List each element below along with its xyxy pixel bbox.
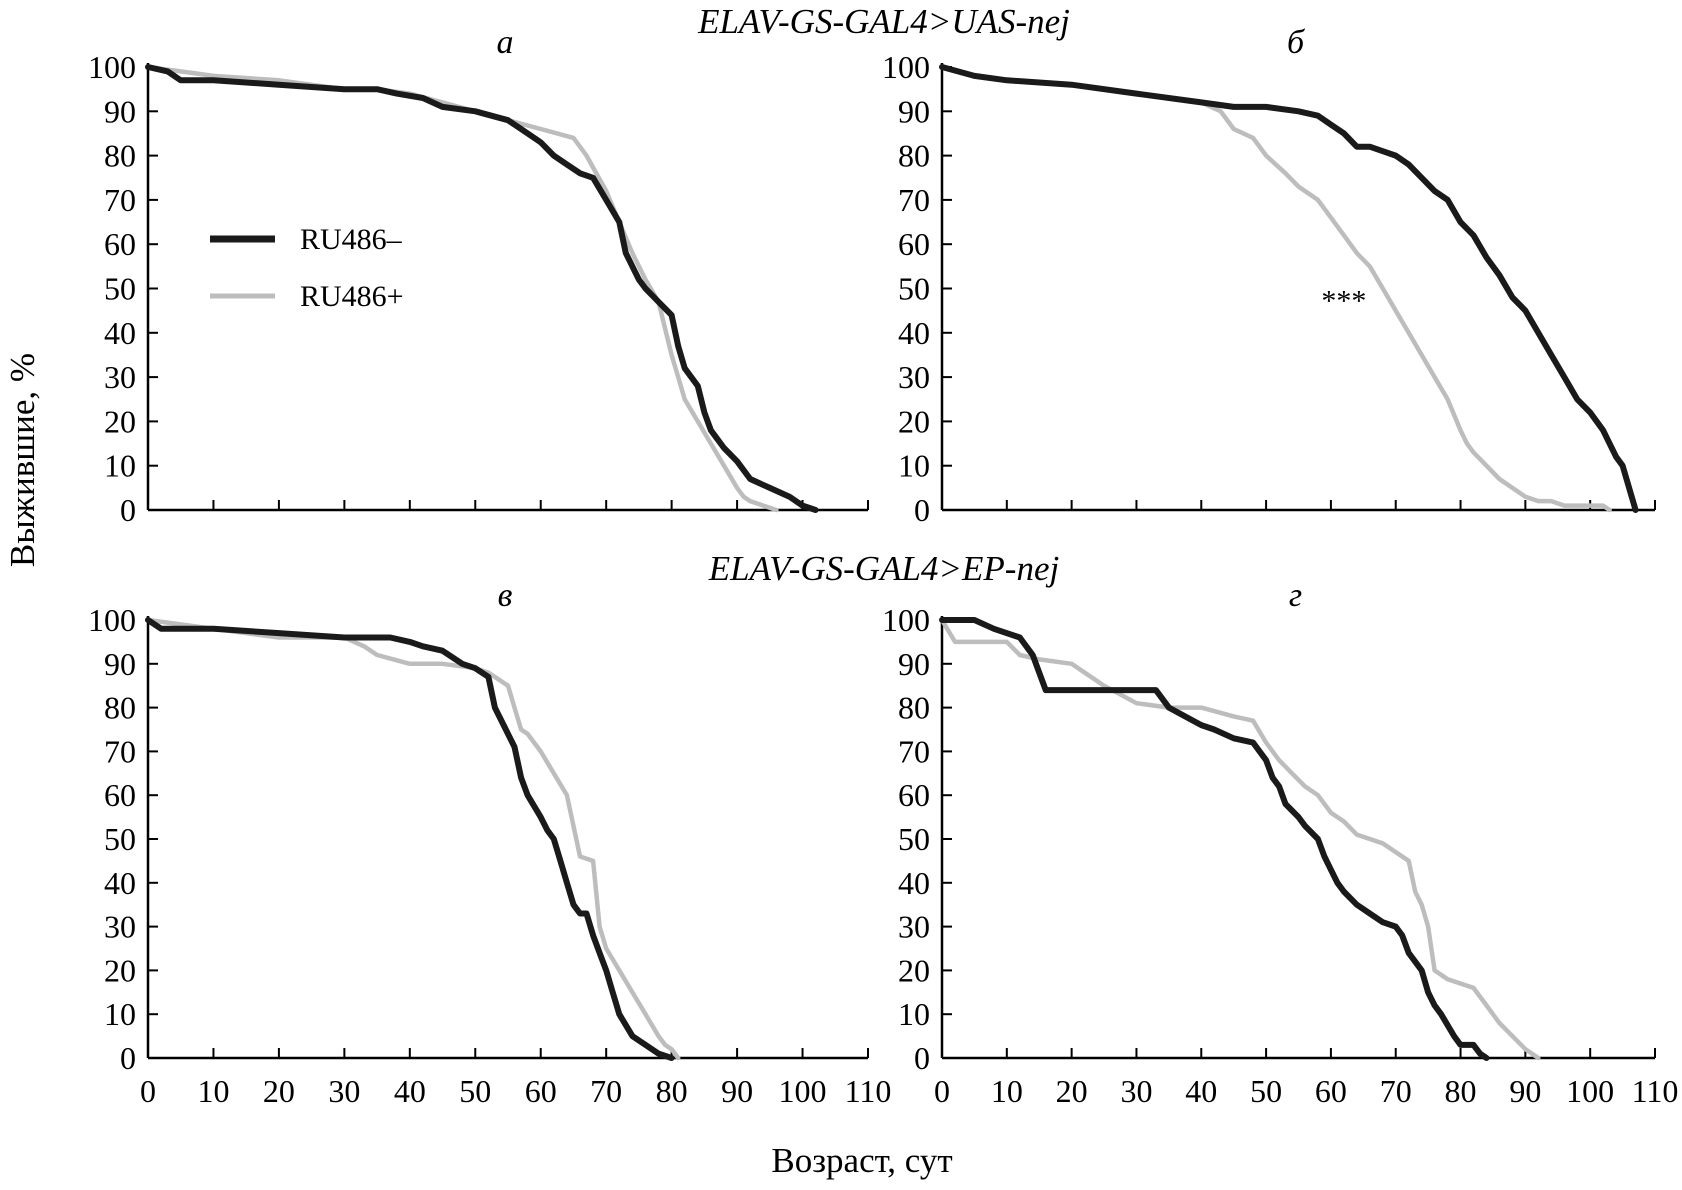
panel-a-y-tick-label: 30 xyxy=(104,359,136,395)
panel-g-label: г xyxy=(1289,577,1302,614)
panel-v-y-tick-label: 70 xyxy=(104,733,136,769)
panel-g-x-tick-label: 80 xyxy=(1445,1073,1477,1109)
panel-v-y-tick-label: 60 xyxy=(104,777,136,813)
panel-v-series-ru486-plus-line xyxy=(145,617,681,1061)
panel-b: 0 10 20 30 40 50 60 70 80 90 100 б *** xyxy=(882,24,1656,528)
panel-g-x-tick-label: 20 xyxy=(1056,1073,1088,1109)
x-axis-label: Возраст, сут xyxy=(771,1141,952,1180)
panel-a-y-tick-label: 70 xyxy=(104,182,136,218)
panel-g-y-tick-label: 60 xyxy=(898,777,930,813)
panel-v-y-tick-label: 50 xyxy=(104,821,136,857)
panel-g-x-tick-label: 40 xyxy=(1185,1073,1217,1109)
panel-a-y-tick-label: 80 xyxy=(104,138,136,174)
panel-g-x-tick-label: 10 xyxy=(991,1073,1023,1109)
panels: 0102030405060708090100а01020304050607080… xyxy=(88,24,1678,1109)
panel-v-x-tick-label: 30 xyxy=(328,1073,360,1109)
panel-v-x-tick-label: 40 xyxy=(394,1073,426,1109)
panel-b-significance-annotation: *** xyxy=(1321,285,1366,318)
panel-g-y-tick-label: 10 xyxy=(898,996,930,1032)
panel-v-series-ru486-minus-line xyxy=(145,617,675,1061)
panel-v-y-tick-label: 80 xyxy=(104,690,136,726)
panel-v-y-tick-label: 40 xyxy=(104,865,136,901)
panel-g-y-tick-label: 50 xyxy=(898,821,930,857)
panel-v-y-tick-label: 10 xyxy=(104,996,136,1032)
panel-a-label: а xyxy=(497,24,514,61)
panel-g-y-tick-label: 80 xyxy=(898,690,930,726)
panel-g-y-tick-label: 40 xyxy=(898,865,930,901)
panel-v: 0 10 20 30 40 50 60 70 80 90 100 0 10 20 30 40 50 60 70 80 9… xyxy=(88,577,891,1109)
panel-g-y-tick-label: 30 xyxy=(898,909,930,945)
panel-v-y-tick-label: 30 xyxy=(104,909,136,945)
panel-v-x-tick-label: 80 xyxy=(656,1073,688,1109)
group-title-bottom: ELAV-GS-GAL4>EP-nej xyxy=(708,549,1059,588)
panel-v-x-tick-label: 110 xyxy=(845,1073,892,1109)
panel-g-y-tick-label: 90 xyxy=(898,646,930,682)
y-axis-label: Выжившие, % xyxy=(3,353,42,567)
panel-v-x-tick-label: 90 xyxy=(721,1073,753,1109)
panel-a-y-tick-label: 50 xyxy=(104,271,136,307)
panel-g-x-tick-label: 70 xyxy=(1380,1073,1412,1109)
panel-g-y-tick-label: 20 xyxy=(898,952,930,988)
panel-g-x-tick-label: 60 xyxy=(1315,1073,1347,1109)
panel-b-y-tick-label: 30 xyxy=(898,359,930,395)
panel-g-x-tick-label: 30 xyxy=(1120,1073,1152,1109)
panel-a-y-tick-label: 20 xyxy=(104,403,136,439)
panel-v-y-tick-label: 90 xyxy=(104,646,136,682)
panel-a-y-tick-label: 10 xyxy=(104,448,136,484)
panel-b-y-tick-label: 80 xyxy=(898,138,930,174)
panel-b-label: б xyxy=(1287,24,1306,61)
panel-v-x-tick-label: 70 xyxy=(590,1073,622,1109)
panel-g-x-tick-label: 90 xyxy=(1509,1073,1541,1109)
panel-b-y-tick-label: 50 xyxy=(898,271,930,307)
panel-b-y-tick-label: 90 xyxy=(898,93,930,129)
panel-v-x-tick-label: 50 xyxy=(459,1073,491,1109)
panel-g-x-tick-label: 0 xyxy=(934,1073,950,1109)
panel-b-y-tick-label: 100 xyxy=(882,49,930,85)
panel-v-x-tick-label: 0 xyxy=(140,1073,156,1109)
panel-v-x-tick-label: 20 xyxy=(263,1073,295,1109)
panel-a-y-tick-label: 90 xyxy=(104,93,136,129)
panel-b-y-tick-label: 10 xyxy=(898,448,930,484)
panel-g-y-tick-label: 0 xyxy=(914,1040,930,1076)
panel-a-y-tick-label: 40 xyxy=(104,315,136,351)
panel-b-y-tick-label: 70 xyxy=(898,182,930,218)
panel-b-series-ru486-minus-line xyxy=(939,64,1639,513)
legend: RU486– RU486+ xyxy=(210,223,404,313)
legend-label-ru486-plus: RU486+ xyxy=(300,280,404,313)
panel-v-label: в xyxy=(498,577,513,614)
panel-g: 0 10 20 30 40 50 60 70 80 90 100 0 10 20 30 40 50 60 70 80 9… xyxy=(882,577,1678,1109)
panel-g-x-tick-label: 50 xyxy=(1250,1073,1282,1109)
panel-b-y-tick-label: 40 xyxy=(898,315,930,351)
panel-v-x-tick-label: 100 xyxy=(779,1073,827,1109)
panel-g-y-tick-label: 100 xyxy=(882,602,930,638)
panel-v-y-tick-label: 100 xyxy=(88,602,136,638)
panel-g-x-tick-label: 110 xyxy=(1632,1073,1679,1109)
panel-v-x-tick-label: 10 xyxy=(197,1073,229,1109)
panel-a-y-tick-label: 0 xyxy=(120,492,136,528)
panel-v-y-tick-label: 0 xyxy=(120,1040,136,1076)
panel-a: 0 10 20 30 40 50 60 70 80 90 100 а xyxy=(88,24,869,528)
group-title-top: ELAV-GS-GAL4>UAS-nej xyxy=(697,2,1070,41)
panel-b-series-ru486-plus-line xyxy=(939,64,1612,513)
panel-v-x-tick-label: 60 xyxy=(525,1073,557,1109)
panel-g-series-ru486-minus-line xyxy=(939,617,1490,1061)
legend-label-ru486-minus: RU486– xyxy=(300,223,403,256)
panel-a-y-tick-label: 60 xyxy=(104,226,136,262)
panel-b-y-tick-label: 60 xyxy=(898,226,930,262)
panel-a-y-tick-label: 100 xyxy=(88,49,136,85)
panel-g-series-ru486-plus-line xyxy=(939,617,1541,1061)
panel-g-x-tick-label: 100 xyxy=(1566,1073,1614,1109)
panel-v-y-tick-label: 20 xyxy=(104,952,136,988)
panel-b-y-tick-label: 0 xyxy=(914,492,930,528)
panel-b-y-tick-label: 20 xyxy=(898,403,930,439)
panel-a-series-ru486-plus-line xyxy=(145,64,779,513)
panel-a-series-ru486-minus-line xyxy=(145,64,819,513)
panel-g-y-tick-label: 70 xyxy=(898,733,930,769)
